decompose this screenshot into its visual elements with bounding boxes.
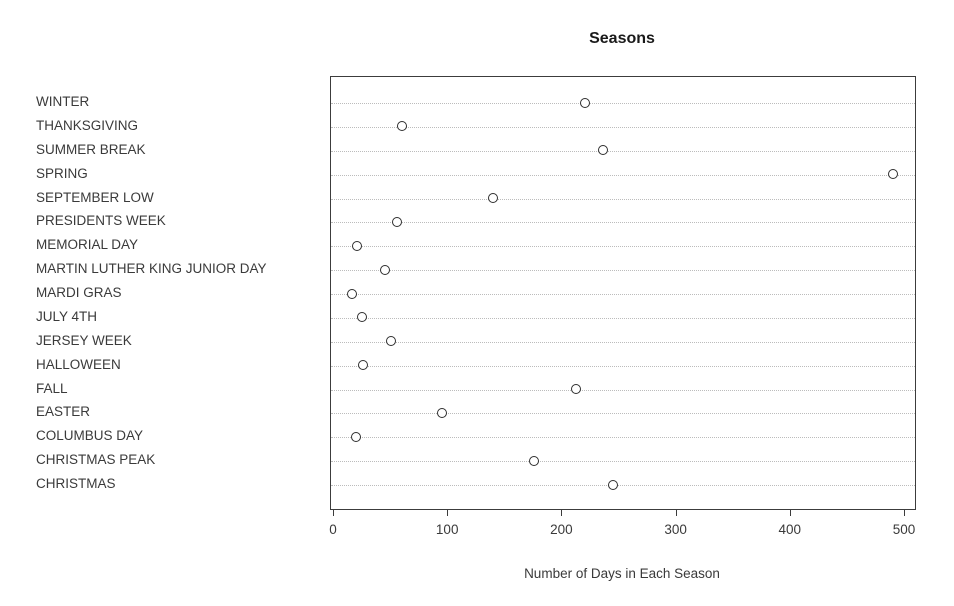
gridline	[331, 222, 915, 224]
data-point	[436, 407, 447, 418]
data-point	[488, 193, 499, 203]
category-label: CHRISTMAS PEAK	[36, 452, 156, 468]
category-label: COLUMBUS DAY	[36, 428, 144, 444]
category-label: SEPTEMBER LOW	[36, 189, 154, 205]
category-label: PRESIDENTS WEEK	[36, 213, 166, 229]
x-tick-mark	[675, 509, 677, 516]
data-point	[888, 169, 899, 180]
category-label: MARTIN LUTHER KING JUNIOR DAY	[36, 261, 267, 277]
category-label: JULY 4TH	[36, 308, 98, 324]
data-point	[352, 240, 363, 251]
gridline	[331, 150, 915, 152]
plot-area	[330, 76, 916, 510]
x-tick-mark	[561, 509, 563, 516]
gridline	[331, 461, 915, 463]
data-point	[351, 431, 362, 442]
x-tick-mark	[789, 509, 791, 516]
x-tick-label: 100	[435, 522, 459, 537]
category-label: FALL	[36, 380, 68, 396]
chart-title: Seasons	[589, 30, 655, 47]
gridline	[331, 437, 915, 439]
data-point	[392, 216, 403, 227]
data-point	[579, 97, 590, 108]
data-point	[598, 145, 608, 156]
category-label: MEMORIAL DAY	[36, 237, 139, 253]
data-point	[529, 455, 540, 466]
gridline	[331, 246, 915, 248]
data-point	[357, 312, 368, 323]
data-point	[397, 121, 408, 132]
data-point	[570, 384, 581, 394]
category-label: SUMMER BREAK	[36, 141, 146, 157]
x-tick-label: 0	[329, 522, 337, 537]
x-tick-label: 500	[892, 522, 916, 537]
gridline	[331, 198, 915, 200]
x-tick-mark	[333, 509, 334, 516]
gridline	[331, 103, 915, 104]
category-label: MARDI GRAS	[36, 285, 122, 300]
gridline	[331, 341, 915, 343]
category-label: THANKSGIVING	[36, 117, 139, 133]
gridline	[331, 365, 915, 367]
x-tick-mark	[904, 509, 905, 516]
gridline	[331, 317, 915, 319]
category-label: JERSEY WEEK	[36, 332, 132, 348]
data-point	[358, 360, 369, 371]
data-point	[346, 288, 357, 299]
category-label: EASTER	[36, 404, 91, 420]
gridline	[331, 294, 915, 295]
gridline	[331, 413, 915, 415]
category-label: CHRISTMAS	[36, 476, 116, 491]
data-point	[385, 336, 396, 347]
gridline	[331, 485, 915, 486]
gridline	[331, 270, 915, 272]
x-tick-label: 300	[664, 522, 687, 537]
x-tick-mark	[447, 509, 449, 516]
category-label: SPRING	[36, 165, 88, 181]
data-point	[379, 264, 390, 275]
category-label: WINTER	[36, 94, 90, 109]
gridline	[331, 126, 915, 128]
x-tick-label: 200	[550, 522, 573, 537]
x-tick-label: 400	[778, 522, 802, 537]
gridline	[331, 174, 915, 176]
gridline	[331, 389, 915, 391]
x-axis-label: Number of Days in Each Season	[524, 566, 720, 581]
data-point	[608, 479, 619, 490]
category-label: HALLOWEEN	[36, 356, 121, 372]
